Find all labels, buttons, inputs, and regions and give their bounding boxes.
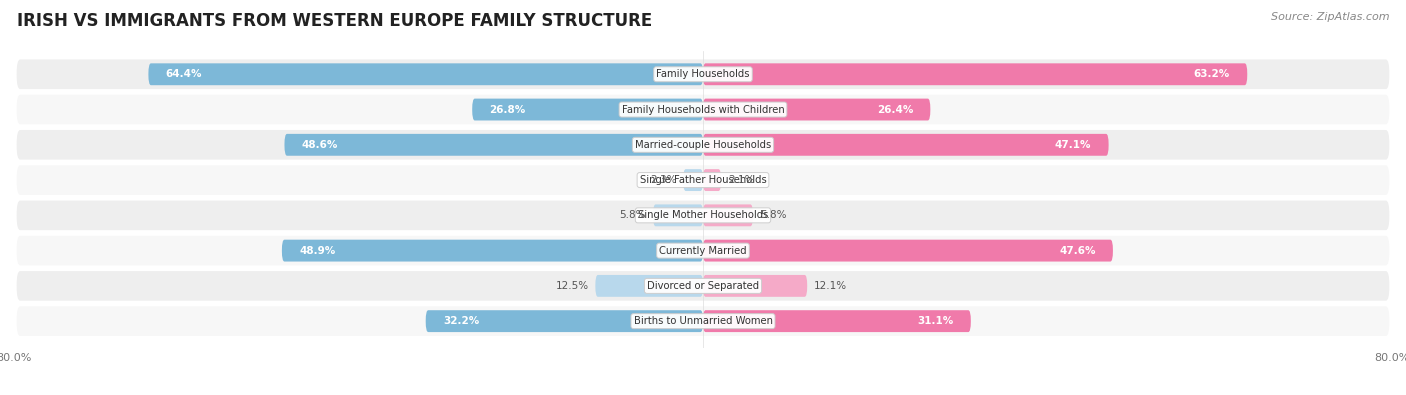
FancyBboxPatch shape: [284, 134, 703, 156]
FancyBboxPatch shape: [17, 165, 1389, 195]
FancyBboxPatch shape: [703, 63, 1247, 85]
FancyBboxPatch shape: [472, 99, 703, 120]
Text: 47.6%: 47.6%: [1059, 246, 1095, 256]
FancyBboxPatch shape: [149, 63, 703, 85]
FancyBboxPatch shape: [703, 310, 970, 332]
FancyBboxPatch shape: [17, 130, 1389, 160]
Text: Single Mother Households: Single Mother Households: [638, 211, 768, 220]
Text: IRISH VS IMMIGRANTS FROM WESTERN EUROPE FAMILY STRUCTURE: IRISH VS IMMIGRANTS FROM WESTERN EUROPE …: [17, 12, 652, 30]
FancyBboxPatch shape: [17, 95, 1389, 124]
FancyBboxPatch shape: [17, 307, 1389, 336]
Text: 48.6%: 48.6%: [302, 140, 337, 150]
Text: 47.1%: 47.1%: [1054, 140, 1091, 150]
Text: Single Father Households: Single Father Households: [640, 175, 766, 185]
Text: Source: ZipAtlas.com: Source: ZipAtlas.com: [1271, 12, 1389, 22]
FancyBboxPatch shape: [281, 240, 703, 261]
FancyBboxPatch shape: [703, 275, 807, 297]
Text: 2.3%: 2.3%: [650, 175, 676, 185]
FancyBboxPatch shape: [17, 201, 1389, 230]
FancyBboxPatch shape: [17, 60, 1389, 89]
FancyBboxPatch shape: [703, 99, 931, 120]
Text: Divorced or Separated: Divorced or Separated: [647, 281, 759, 291]
FancyBboxPatch shape: [703, 205, 754, 226]
Text: 2.1%: 2.1%: [728, 175, 755, 185]
Text: 12.5%: 12.5%: [555, 281, 589, 291]
Text: 26.8%: 26.8%: [489, 105, 526, 115]
FancyBboxPatch shape: [17, 271, 1389, 301]
Text: 26.4%: 26.4%: [877, 105, 912, 115]
Text: Family Households with Children: Family Households with Children: [621, 105, 785, 115]
Text: Births to Unmarried Women: Births to Unmarried Women: [634, 316, 772, 326]
Text: 64.4%: 64.4%: [166, 69, 202, 79]
Text: 12.1%: 12.1%: [814, 281, 848, 291]
Text: Married-couple Households: Married-couple Households: [636, 140, 770, 150]
Text: 32.2%: 32.2%: [443, 316, 479, 326]
Text: 31.1%: 31.1%: [917, 316, 953, 326]
FancyBboxPatch shape: [703, 169, 721, 191]
FancyBboxPatch shape: [652, 205, 703, 226]
FancyBboxPatch shape: [683, 169, 703, 191]
FancyBboxPatch shape: [703, 134, 1108, 156]
Text: Family Households: Family Households: [657, 69, 749, 79]
Text: 5.8%: 5.8%: [759, 211, 786, 220]
Text: 63.2%: 63.2%: [1194, 69, 1230, 79]
Text: 48.9%: 48.9%: [299, 246, 336, 256]
FancyBboxPatch shape: [17, 236, 1389, 265]
Text: Currently Married: Currently Married: [659, 246, 747, 256]
Text: 5.8%: 5.8%: [620, 211, 647, 220]
FancyBboxPatch shape: [703, 240, 1114, 261]
FancyBboxPatch shape: [426, 310, 703, 332]
FancyBboxPatch shape: [595, 275, 703, 297]
